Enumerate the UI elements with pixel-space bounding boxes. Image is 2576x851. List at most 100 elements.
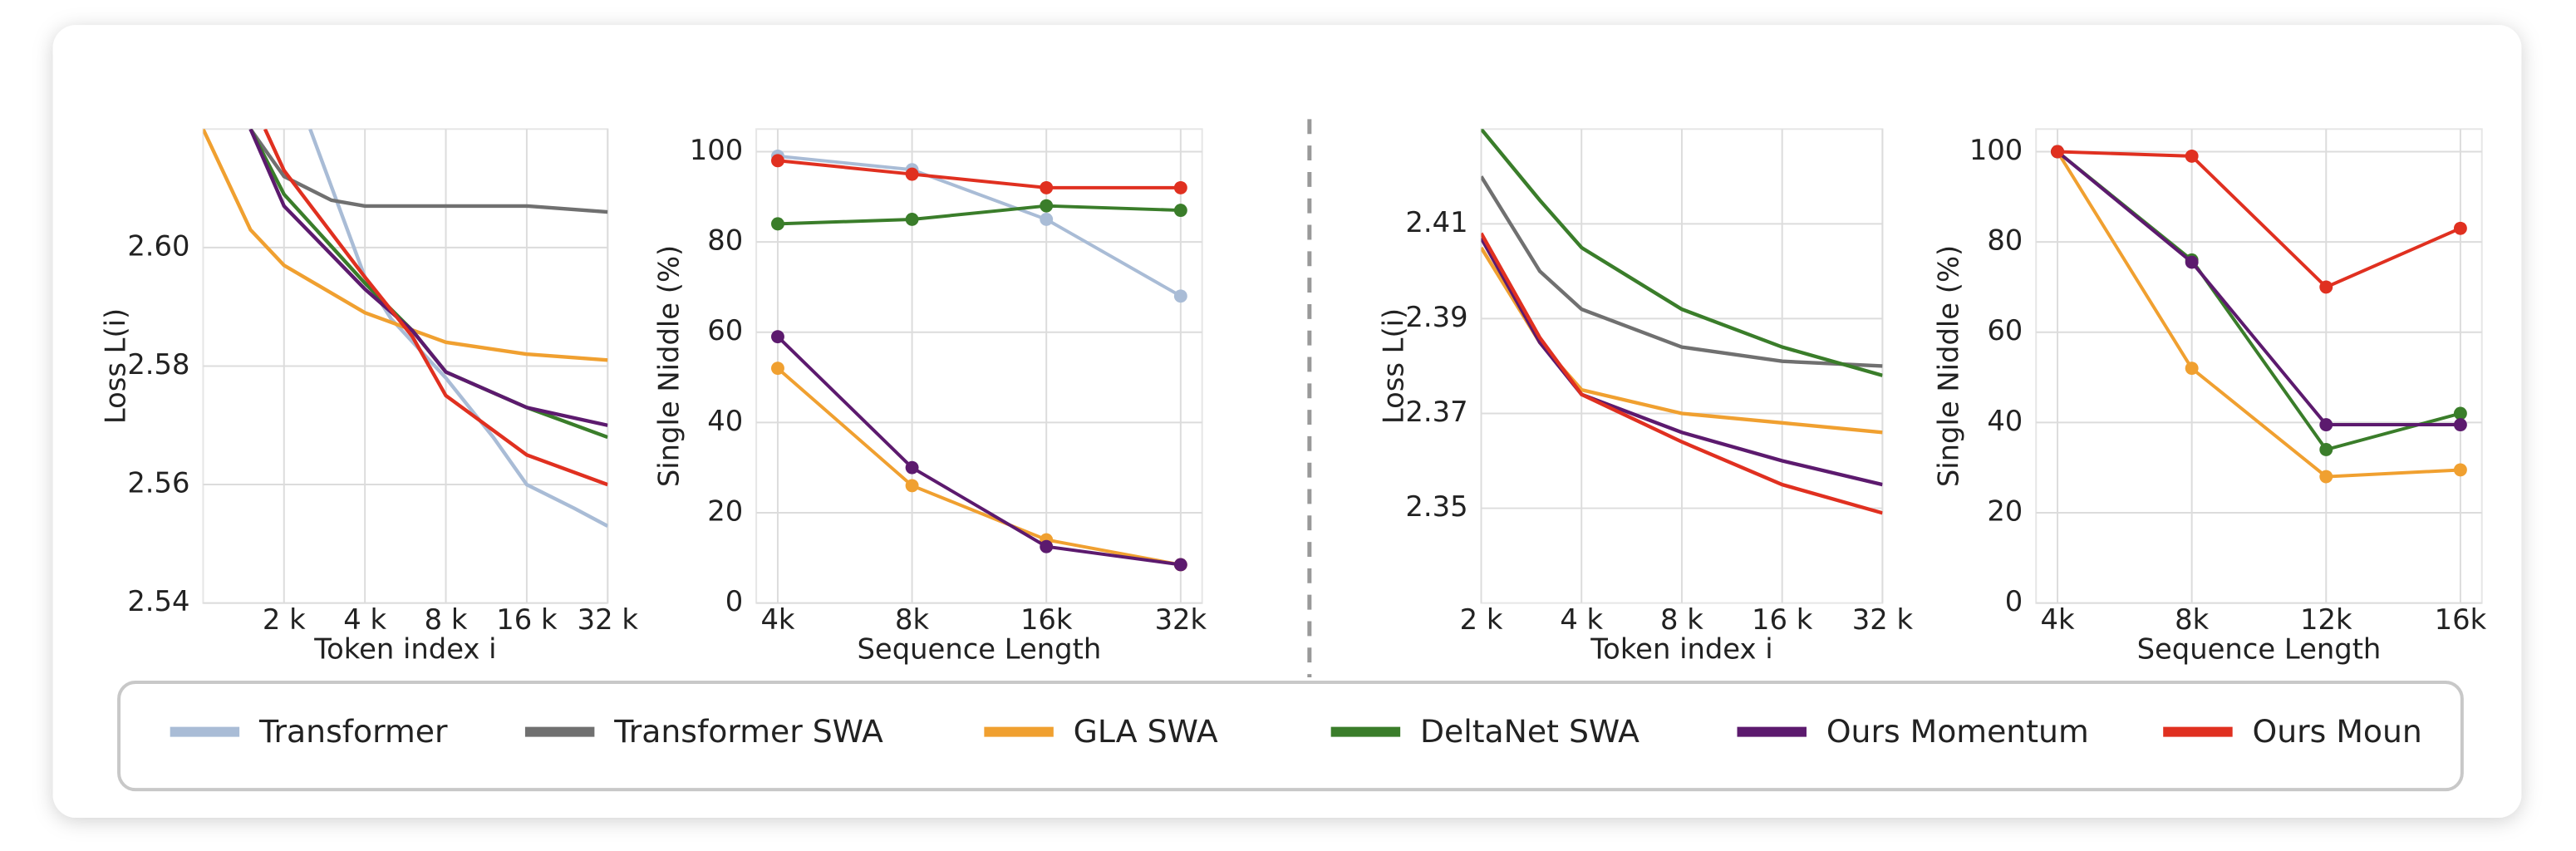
y-axis-label: Loss L(i): [1378, 308, 1410, 424]
point: [2453, 463, 2467, 477]
x-axis-label: Sequence Length: [2137, 633, 2382, 666]
series-line: [777, 159, 1181, 189]
point: [1173, 289, 1187, 303]
point: [2185, 362, 2199, 376]
point: [905, 460, 919, 475]
point: [2453, 406, 2467, 421]
x-tick-label: 32 k: [578, 603, 639, 636]
loss-line: [248, 129, 608, 214]
x-axis-label: Token index i: [313, 633, 496, 666]
legend-box: [117, 681, 2464, 792]
x-tick-label: 12k: [2300, 603, 2352, 636]
point: [905, 479, 919, 493]
x-tick-label: 16k: [2435, 603, 2487, 636]
y-tick-label: 60: [707, 314, 743, 347]
point: [771, 362, 784, 376]
point: [1173, 180, 1187, 194]
loss-line: [1481, 175, 1883, 368]
x-tick-label: 16k: [1020, 603, 1073, 636]
y-axis-label: Loss L(i): [100, 308, 132, 424]
y-axis-label: Single Niddle (%): [1932, 245, 1964, 487]
y-tick-label: 20: [1987, 494, 2023, 527]
x-tick-label: 4 k: [343, 603, 386, 636]
loss-line: [1481, 237, 1883, 487]
y-tick-label: 40: [1987, 405, 2023, 437]
legend-label: Transformer: [258, 713, 448, 750]
point: [2319, 442, 2333, 456]
point: [2185, 149, 2199, 163]
point: [905, 212, 919, 226]
y-tick-label: 2.54: [127, 585, 189, 617]
x-tick-label: 32k: [1155, 603, 1207, 636]
series-line: [777, 154, 1182, 298]
loss-line: [1481, 232, 1883, 515]
point: [771, 330, 784, 344]
x-tick-label: 16 k: [1752, 603, 1813, 636]
point: [2051, 145, 2064, 159]
y-tick-label: 2.35: [1405, 490, 1467, 523]
y-tick-label: 2.60: [127, 229, 189, 262]
x-tick-label: 8k: [2175, 603, 2209, 636]
y-tick-label: 80: [707, 224, 743, 257]
y-tick-label: 100: [690, 134, 743, 166]
legend-label: Transformer SWA: [613, 713, 883, 750]
x-tick-label: 32 k: [1852, 603, 1914, 636]
loss-line: [203, 129, 608, 362]
point: [2185, 255, 2199, 269]
y-tick-label: 2.56: [127, 467, 189, 499]
y-tick-label: 60: [1987, 314, 2023, 347]
point: [2453, 418, 2467, 432]
y-tick-label: 2.39: [1405, 301, 1467, 333]
x-tick-label: 4k: [2041, 603, 2075, 636]
x-tick-label: 4 k: [1560, 603, 1603, 636]
series-line: [2056, 150, 2460, 479]
point: [2453, 221, 2467, 235]
series-line: [777, 204, 1181, 226]
x-axis-label: Token index i: [1590, 633, 1772, 666]
y-tick-label: 80: [1987, 224, 2023, 257]
point: [1173, 204, 1187, 218]
y-axis-label: Single Niddle (%): [652, 245, 685, 487]
y-tick-label: 40: [707, 405, 743, 437]
point: [771, 217, 784, 231]
x-tick-label: 16 k: [496, 603, 558, 636]
series-line: [776, 366, 1182, 567]
loss-line: [248, 129, 608, 427]
legend-label: DeltaNet SWA: [1420, 713, 1639, 750]
x-tick-label: 4k: [760, 603, 794, 636]
point: [1040, 212, 1054, 226]
y-tick-label: 2.37: [1405, 396, 1467, 428]
loss-line: [1481, 129, 1883, 377]
series-line: [776, 335, 1182, 567]
series-line: [2057, 150, 2461, 289]
point: [905, 167, 919, 181]
y-tick-label: 0: [725, 585, 743, 617]
legend-label: Ours Moun: [2253, 713, 2422, 750]
x-tick-label: 8 k: [425, 603, 468, 636]
point: [1173, 558, 1187, 572]
loss-line: [263, 129, 608, 487]
y-tick-label: 20: [707, 494, 743, 527]
legend-label: Ours Momentum: [1826, 713, 2089, 750]
y-tick-label: 0: [2005, 585, 2023, 617]
x-axis-label: Sequence Length: [858, 633, 1102, 666]
x-tick-label: 8 k: [1660, 603, 1703, 636]
y-tick-label: 2.58: [127, 348, 189, 381]
point: [1040, 539, 1054, 553]
point: [1040, 180, 1054, 194]
x-tick-label: 2 k: [263, 603, 306, 636]
y-tick-label: 2.41: [1405, 206, 1467, 239]
card: [52, 25, 2522, 818]
point: [1040, 199, 1054, 213]
x-tick-label: 2 k: [1460, 603, 1503, 636]
point: [2319, 418, 2333, 432]
point: [2319, 280, 2333, 294]
series-line: [2056, 150, 2460, 426]
x-tick-label: 8k: [895, 603, 929, 636]
y-tick-label: 100: [1969, 134, 2023, 166]
point: [2319, 470, 2333, 484]
point: [771, 154, 784, 168]
legend-label: GLA SWA: [1074, 713, 1218, 750]
